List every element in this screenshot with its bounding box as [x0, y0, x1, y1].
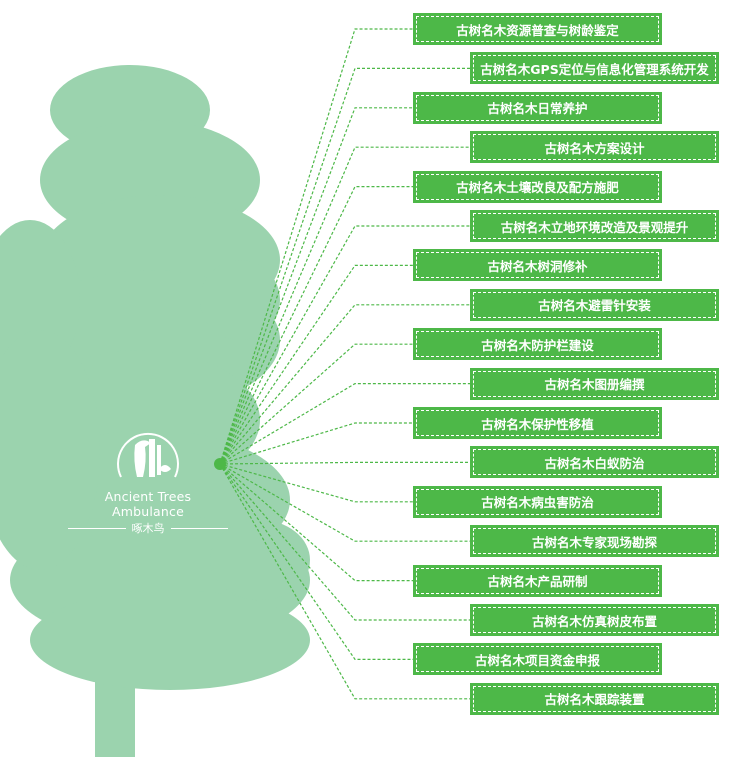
service-box: 古树名木资源普查与树龄鉴定	[413, 13, 662, 45]
service-box: 古树名木产品研制	[413, 564, 662, 597]
service-box: 古树名木跟踪装置	[470, 682, 719, 715]
service-box: 古树名木病虫害防治	[413, 485, 662, 518]
service-box: 古树名木日常养护	[413, 91, 662, 124]
connector-line	[219, 304, 470, 465]
service-label: 古树名木GPS定位与信息化管理系统开发	[473, 55, 716, 82]
service-box: 古树名木防护栏建设	[413, 328, 662, 361]
service-label: 古树名木病虫害防治	[416, 488, 659, 515]
logo-english-text: Ancient Trees Ambulance	[104, 489, 192, 519]
connector-line	[219, 463, 470, 621]
service-label: 古树名木资源普查与树龄鉴定	[416, 16, 659, 42]
connector-line	[219, 463, 413, 660]
connector-line	[219, 463, 470, 700]
connector-line	[219, 343, 413, 465]
logo: Ancient Trees Ambulance 啄木鸟	[68, 425, 228, 536]
service-label: 古树名木树洞修补	[416, 252, 659, 279]
service-label: 古树名木立地环境改造及景观提升	[473, 213, 716, 239]
service-box: 古树名木保护性移植	[413, 407, 662, 439]
logo-chinese-text: 啄木鸟	[131, 522, 165, 535]
connector-line	[219, 383, 470, 465]
service-label: 古树名木仿真树皮布置	[473, 607, 716, 633]
service-label: 古树名木项目资金申报	[416, 646, 659, 673]
connector-line	[219, 422, 413, 465]
service-box: 古树名木方案设计	[470, 131, 719, 164]
service-label: 古树名木避雷针安装	[473, 291, 716, 318]
connector-line	[219, 28, 413, 465]
service-box: 古树名木仿真树皮布置	[470, 604, 719, 636]
service-box: 古树名木白蚁防治	[470, 446, 719, 479]
service-label: 古树名木土壤改良及配方施肥	[416, 173, 659, 200]
service-label: 古树名木产品研制	[416, 567, 659, 594]
connector-line	[219, 463, 470, 542]
connector-line	[219, 463, 413, 503]
service-label: 古树名木方案设计	[473, 134, 716, 161]
woodpecker-tree-icon	[117, 433, 179, 478]
connector-line	[219, 186, 413, 465]
service-label: 古树名木跟踪装置	[473, 685, 716, 712]
service-box: 古树名木避雷针安装	[470, 288, 719, 321]
service-label: 古树名木防护栏建设	[416, 331, 659, 358]
connector-line	[219, 146, 470, 465]
hub-dot	[214, 458, 226, 470]
connector-line	[219, 461, 470, 465]
service-box: 古树名木GPS定位与信息化管理系统开发	[470, 52, 719, 85]
service-box: 古树名木专家现场勘探	[470, 525, 719, 558]
service-label: 古树名木白蚁防治	[473, 449, 716, 476]
service-label: 古树名木专家现场勘探	[473, 528, 716, 555]
service-box: 古树名木立地环境改造及景观提升	[470, 210, 719, 242]
service-box: 古树名木土壤改良及配方施肥	[413, 170, 662, 203]
service-label: 古树名木日常养护	[416, 94, 659, 121]
service-box: 古树名木树洞修补	[413, 249, 662, 282]
connector-line	[219, 225, 470, 465]
service-box: 古树名木项目资金申报	[413, 643, 662, 676]
connector-line	[219, 463, 413, 582]
service-box: 古树名木图册编撰	[470, 367, 719, 400]
service-label: 古树名木图册编撰	[473, 370, 716, 397]
connector-line	[219, 107, 413, 465]
connector-line	[219, 264, 413, 465]
service-label: 古树名木保护性移植	[416, 410, 659, 436]
